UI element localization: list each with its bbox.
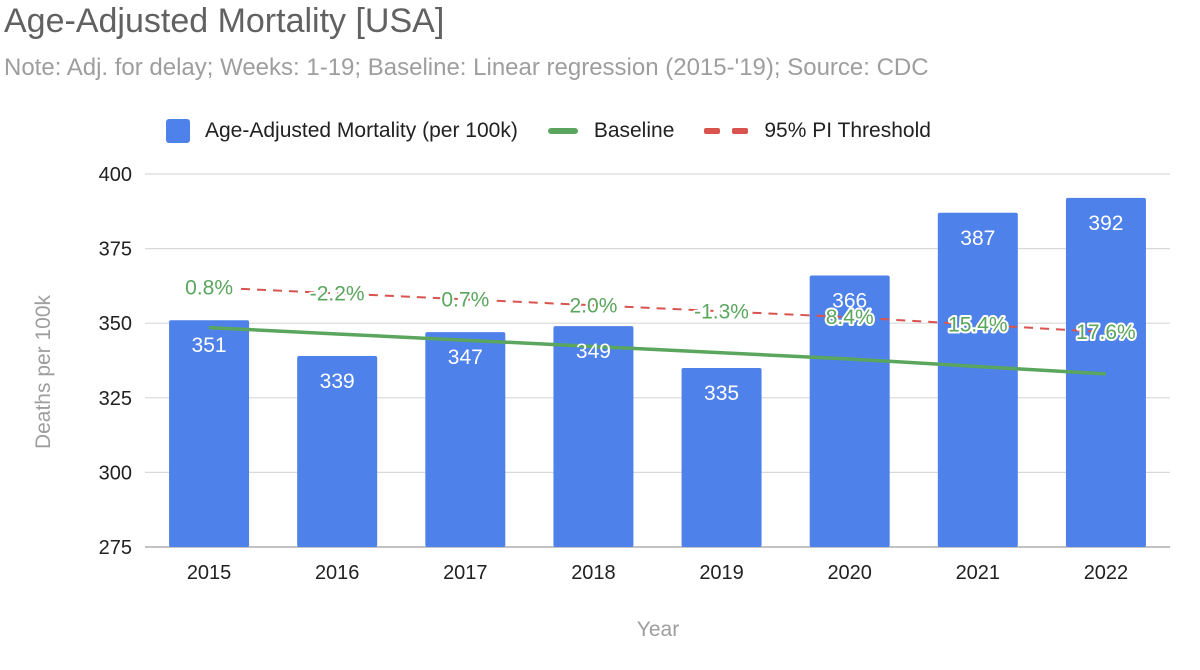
bar-value-label: 366 (832, 289, 867, 312)
excess-percent-label: 8.4% (826, 306, 874, 329)
bar-value-label: 392 (1088, 212, 1123, 235)
bar-value-label: 339 (320, 370, 355, 393)
x-axis-title: Year (636, 618, 680, 641)
bar-value-label: 351 (192, 334, 227, 357)
y-tick-label: 375 (99, 239, 132, 261)
bar-value-label: 349 (576, 340, 611, 363)
x-tick-label: 2019 (699, 562, 744, 584)
bar (681, 367, 762, 547)
y-tick-label: 275 (99, 537, 132, 559)
bar-value-label: 335 (704, 382, 739, 405)
x-tick-label: 2017 (443, 562, 488, 584)
y-tick-label: 300 (99, 462, 132, 484)
y-axis-title: Deaths per 100k (32, 294, 55, 450)
baseline-line (208, 325, 1107, 376)
excess-percent-label: 2.0% (570, 294, 618, 317)
bar (297, 356, 378, 547)
chart-subtitle: Note: Adj. for delay; Weeks: 1-19; Basel… (4, 54, 929, 81)
x-tick-label: 2018 (571, 562, 616, 584)
excess-percent-label: -1.3% (694, 300, 749, 323)
chart-title: Age-Adjusted Mortality [USA] (4, 2, 445, 40)
legend-label-mortality: Age-Adjusted Mortality (per 100k) (205, 119, 518, 142)
bar (809, 275, 890, 547)
excess-percent-label: 0.7% (441, 288, 489, 311)
bar-value-label: 387 (960, 227, 995, 250)
bar (553, 326, 634, 547)
x-tick-label: 2021 (956, 562, 1001, 584)
excess-percent-label: 15.4% (948, 314, 1008, 337)
legend: Age-Adjusted Mortality (per 100k) Baseli… (166, 116, 931, 146)
legend-swatch-threshold (704, 128, 749, 134)
y-tick-label: 400 (99, 164, 132, 186)
legend-item-baseline: Baseline (547, 119, 675, 143)
x-tick-label: 2015 (187, 562, 232, 584)
excess-percent-label: 0.8% (185, 276, 233, 299)
excess-percent-label: -2.2% (310, 282, 365, 305)
x-tick-label: 2016 (315, 562, 360, 584)
legend-swatch-mortality (166, 119, 190, 143)
y-tick-label: 325 (99, 388, 132, 410)
legend-swatch-baseline (547, 128, 578, 134)
x-tick-label: 2020 (827, 562, 872, 584)
legend-item-mortality: Age-Adjusted Mortality (per 100k) (166, 119, 518, 143)
bar-value-label: 347 (448, 346, 483, 369)
excess-percent-label: 17.6% (1076, 321, 1136, 344)
bar (425, 332, 506, 547)
x-tick-label: 2022 (1084, 562, 1129, 584)
bar (169, 320, 250, 547)
legend-label-baseline: Baseline (593, 119, 675, 142)
legend-item-threshold: 95% PI Threshold (704, 119, 931, 143)
threshold-line (209, 286, 1106, 334)
legend-label-threshold: 95% PI Threshold (764, 119, 931, 142)
bar (937, 212, 1018, 548)
y-tick-label: 350 (99, 313, 132, 335)
